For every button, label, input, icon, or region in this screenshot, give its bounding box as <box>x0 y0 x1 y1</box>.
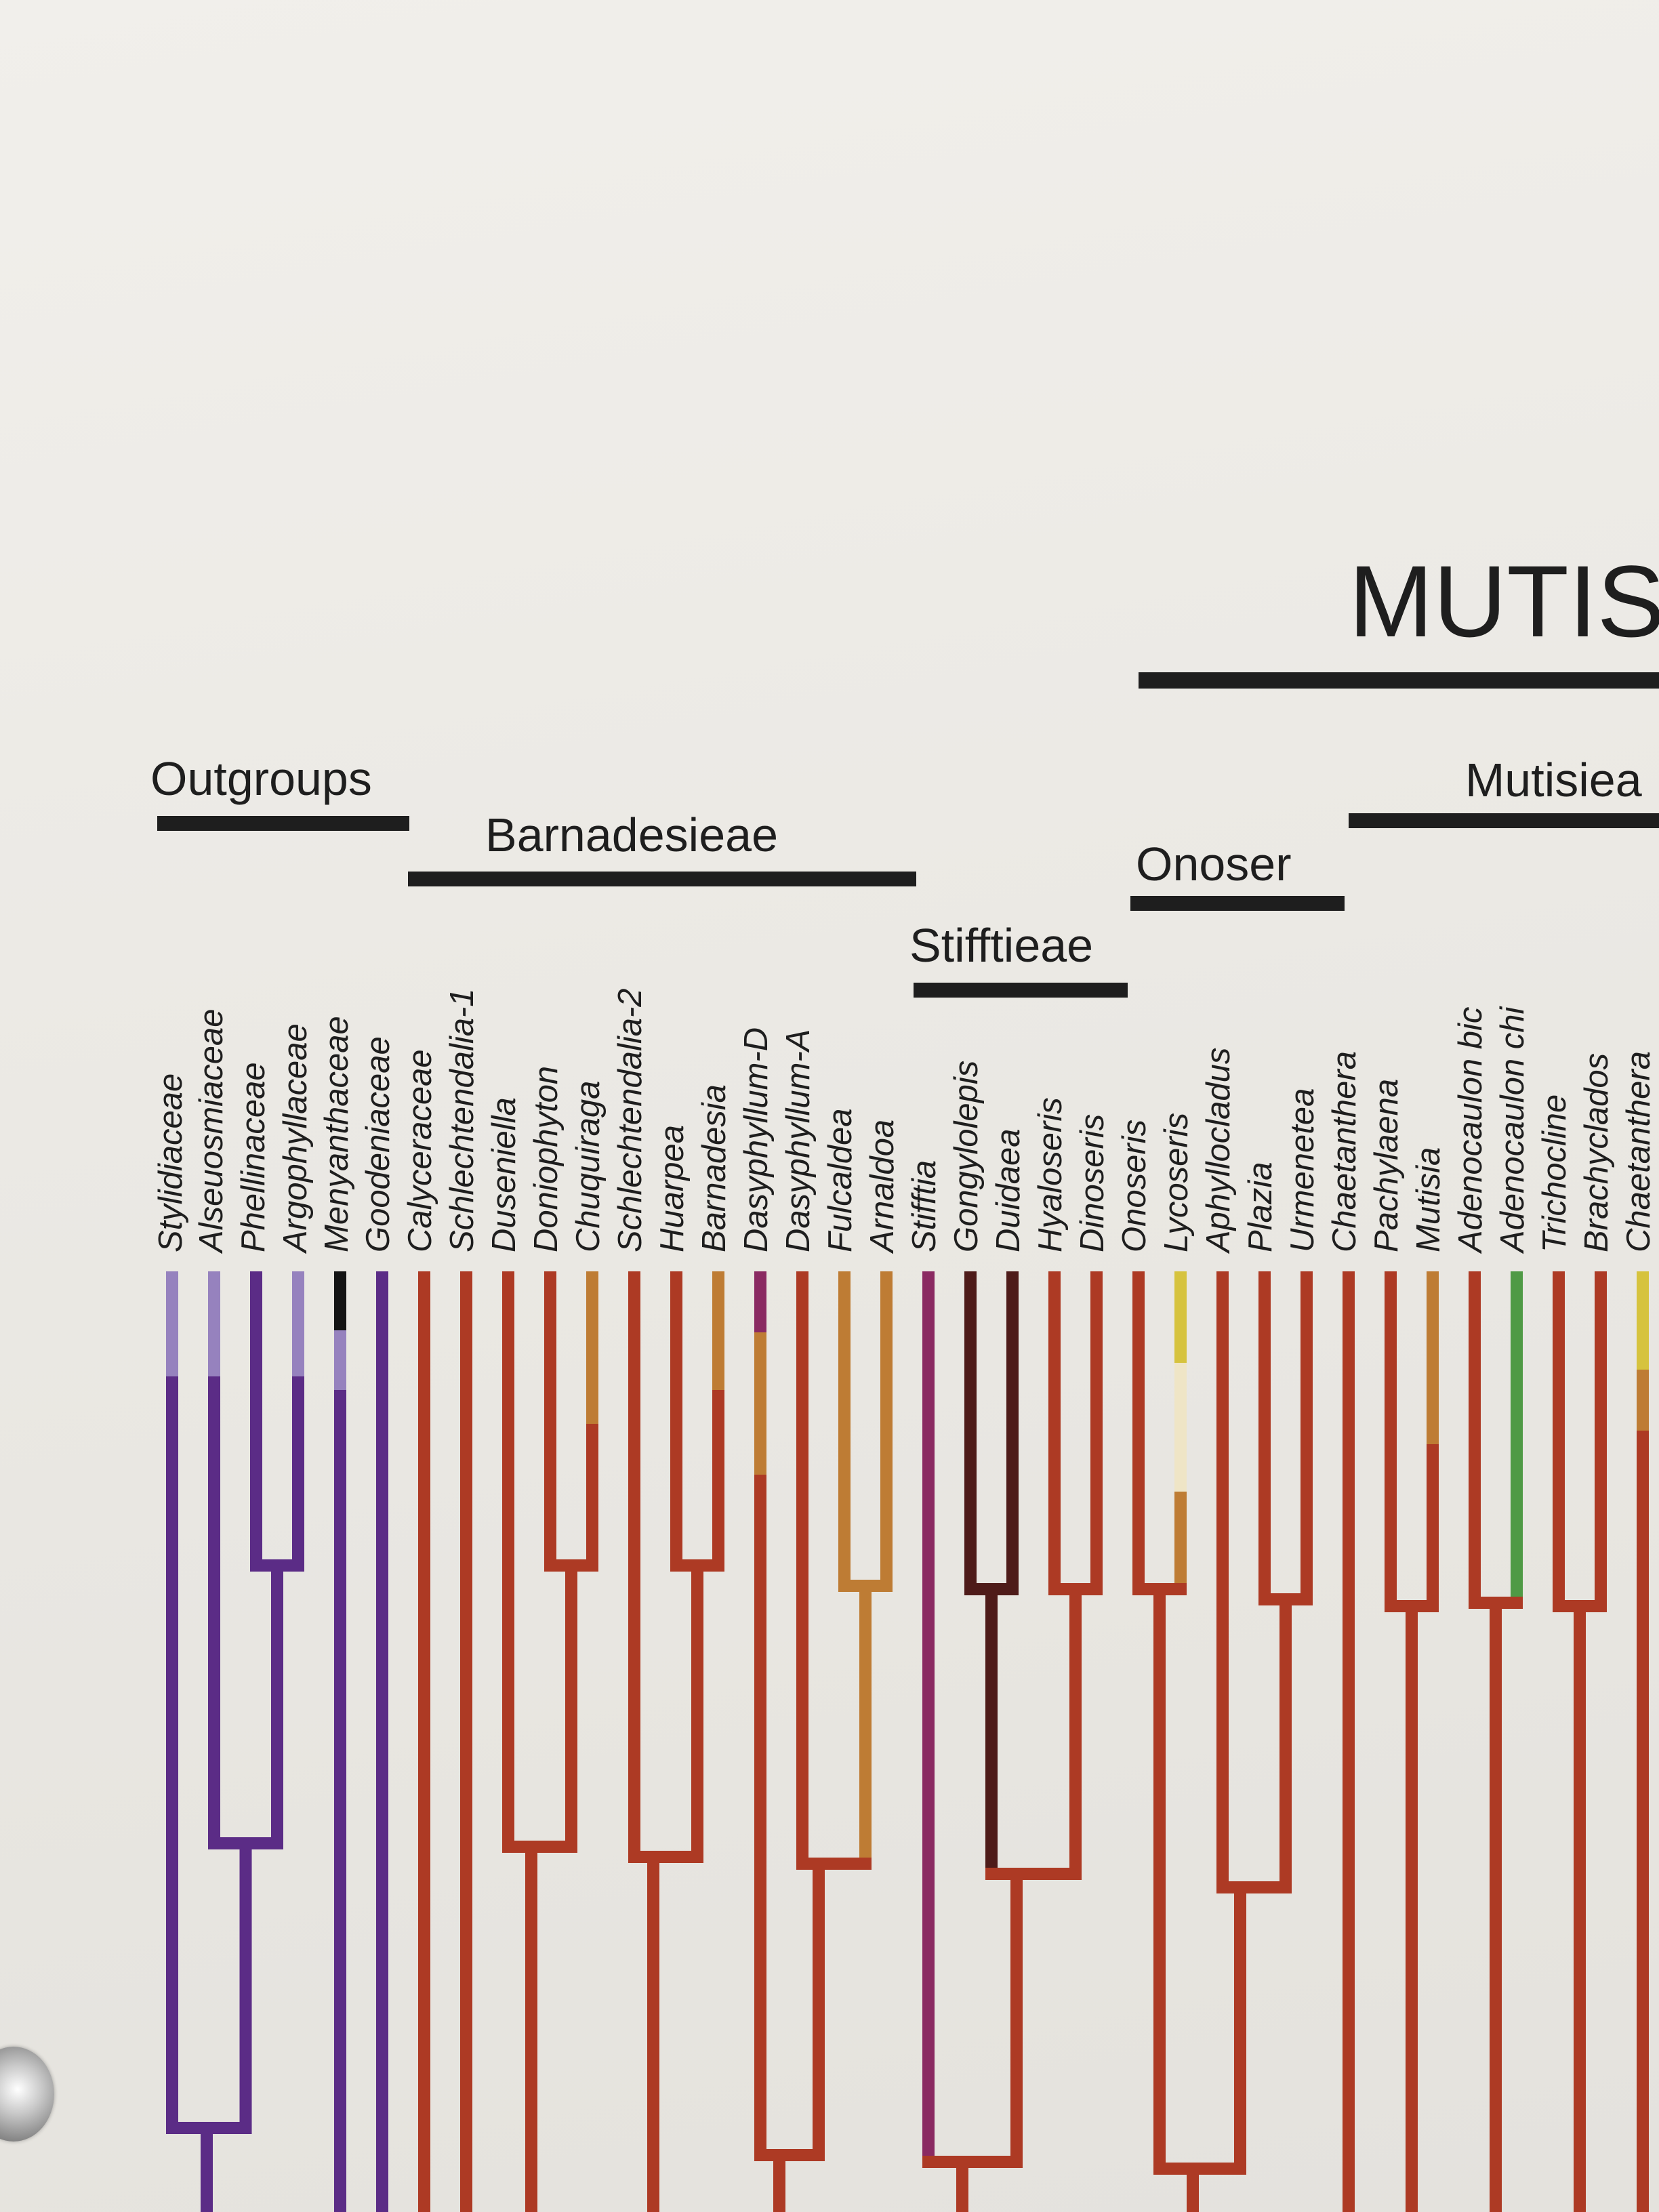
group-bar-mutisiea <box>1349 813 1659 828</box>
title-underline <box>1139 672 1659 689</box>
group-label-stifftieae: Stifftieae <box>909 919 1094 972</box>
group-label-outgroups: Outgroups <box>150 752 372 805</box>
group-label-barnadesieae: Barnadesieae <box>485 808 778 861</box>
group-bar-stifftieae <box>914 983 1128 998</box>
group-bar-onoser <box>1130 896 1345 911</box>
group-label-mutisiea: Mutisiea <box>1465 754 1642 806</box>
poster-title: MUTIS <box>1349 544 1659 658</box>
group-bar-outgroups <box>157 816 409 831</box>
group-bar-barnadesieae <box>408 872 916 886</box>
group-label-onoser: Onoser <box>1136 838 1292 890</box>
